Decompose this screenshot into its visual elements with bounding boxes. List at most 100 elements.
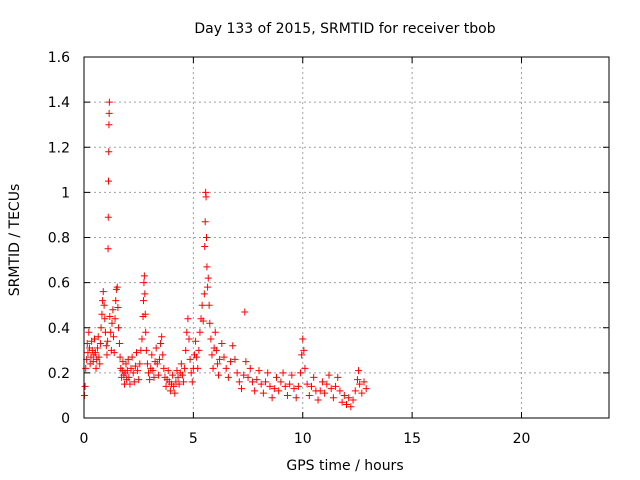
data-point: [292, 394, 300, 402]
data-point: [290, 385, 298, 393]
data-point: [146, 376, 154, 384]
data-point: [283, 391, 291, 399]
data-point: [129, 369, 137, 377]
data-point: [255, 367, 263, 375]
y-tick-label: 0: [61, 411, 70, 427]
data-point: [355, 367, 363, 375]
data-point: [181, 364, 189, 372]
data-point: [204, 274, 212, 282]
data-point: [94, 344, 102, 352]
data-point: [314, 396, 322, 404]
data-point: [131, 362, 139, 370]
data-point: [297, 369, 305, 377]
x-tick-label: 20: [513, 431, 531, 447]
data-point: [273, 373, 280, 381]
data-point: [81, 382, 89, 390]
axis-ticks: [83, 56, 609, 419]
data-point: [109, 306, 117, 314]
data-point: [108, 319, 116, 327]
data-point: [270, 385, 278, 393]
data-point: [111, 315, 119, 323]
data-point: [100, 301, 108, 309]
data-point: [288, 371, 296, 379]
data-point: [138, 335, 146, 343]
data-point: [125, 373, 133, 381]
data-point: [149, 367, 157, 375]
data-point: [248, 378, 256, 386]
data-point: [130, 378, 138, 386]
data-point: [224, 373, 232, 381]
data-point: [277, 378, 285, 386]
data-point: [157, 340, 165, 348]
data-point: [183, 328, 191, 336]
data-point: [205, 301, 213, 309]
data-point: [206, 319, 214, 327]
data-point: [128, 353, 136, 361]
data-point: [107, 328, 115, 336]
data-point: [171, 389, 179, 397]
data-point: [102, 342, 110, 350]
data-point: [242, 358, 250, 366]
data-point: [101, 315, 109, 323]
data-point: [251, 387, 259, 395]
data-point: [103, 351, 111, 359]
data-point: [358, 389, 366, 397]
data-point: [215, 371, 223, 379]
data-point: [91, 335, 98, 343]
data-point: [140, 297, 147, 305]
data-point: [95, 353, 103, 361]
data-point: [104, 245, 112, 253]
data-point: [170, 382, 178, 390]
data-point: [241, 308, 249, 316]
data-points: [80, 98, 370, 411]
data-point: [143, 360, 151, 368]
data-point: [343, 400, 350, 408]
data-point: [340, 391, 348, 399]
data-point: [104, 213, 112, 221]
y-tick-label: 1.2: [48, 140, 70, 156]
data-point: [96, 360, 104, 368]
data-point: [303, 380, 311, 388]
data-point: [94, 333, 102, 341]
data-point: [160, 364, 168, 372]
data-point: [349, 396, 357, 404]
data-point: [135, 376, 143, 384]
data-point: [123, 367, 131, 375]
data-point: [327, 385, 335, 393]
data-point: [334, 373, 342, 381]
data-point: [209, 364, 217, 372]
data-point: [294, 382, 302, 390]
grid-lines: [84, 57, 609, 418]
data-point: [162, 382, 170, 390]
data-point: [281, 382, 289, 390]
data-point: [323, 380, 331, 388]
data-point: [275, 387, 283, 395]
data-point: [166, 387, 174, 395]
data-point: [83, 340, 91, 348]
x-tick-label: 0: [80, 431, 89, 447]
data-point: [155, 355, 163, 363]
data-point: [200, 290, 208, 298]
data-point: [332, 382, 340, 390]
data-point: [142, 346, 150, 354]
data-point: [91, 349, 99, 357]
data-point: [199, 317, 207, 325]
data-point: [193, 353, 201, 361]
data-point: [188, 378, 196, 386]
y-tick-label: 0.4: [48, 321, 70, 337]
data-point: [222, 364, 230, 372]
data-point: [201, 218, 209, 226]
data-point: [238, 385, 245, 393]
data-point: [158, 333, 166, 341]
y-tick-label: 1: [61, 185, 70, 201]
y-axis-label: SRMTID / TECUs: [7, 184, 23, 297]
data-point: [122, 360, 130, 368]
data-point: [356, 380, 364, 388]
data-point: [148, 351, 156, 359]
data-point: [115, 324, 123, 332]
data-point: [174, 373, 182, 381]
data-point: [264, 369, 272, 377]
data-point: [99, 288, 107, 296]
data-point: [198, 301, 206, 309]
